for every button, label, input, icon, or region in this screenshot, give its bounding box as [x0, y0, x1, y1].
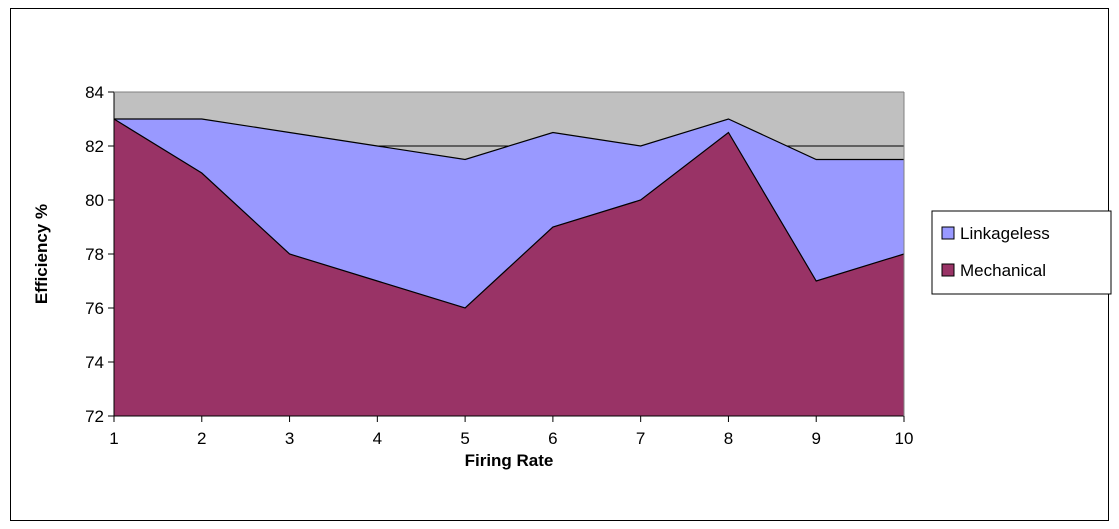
legend: Linkageless Mechanical: [931, 210, 1112, 295]
legend-label: Mechanical: [960, 261, 1046, 280]
legend-box: [931, 210, 1112, 295]
x-tick-label: 7: [636, 429, 645, 448]
y-tick-labels: 72 74 76 78 80 82 84: [85, 83, 104, 426]
x-tick-labels: 1 2 3 4 5 6 7 8 9 10: [109, 429, 913, 448]
legend-items: Linkageless Mechanical: [941, 224, 1050, 280]
x-tick-label: 8: [724, 429, 733, 448]
y-tick-label: 82: [85, 137, 104, 156]
y-tick-label: 80: [85, 191, 104, 210]
series-line-linkageless: [114, 118, 904, 161]
axes: [108, 91, 905, 422]
x-tick-label: 10: [895, 429, 914, 448]
x-tick-label: 6: [548, 429, 557, 448]
x-axis-title: Firing Rate: [465, 451, 554, 470]
y-tick-label: 84: [85, 83, 104, 102]
x-tick-label: 5: [460, 429, 469, 448]
legend-swatch: [941, 263, 955, 277]
y-axis-title: Efficiency %: [32, 204, 51, 304]
y-tick-label: 78: [85, 245, 104, 264]
series-line-mechanical: [113, 118, 905, 309]
x-tick-label: 4: [373, 429, 382, 448]
x-tick-label: 1: [109, 429, 118, 448]
legend-swatch: [941, 226, 955, 240]
x-tick-label: 2: [197, 429, 206, 448]
y-tick-label: 72: [85, 407, 104, 426]
y-tick-label: 74: [85, 353, 104, 372]
x-tick-label: 3: [285, 429, 294, 448]
y-tick-label: 76: [85, 299, 104, 318]
x-tick-label: 9: [811, 429, 820, 448]
area-mechanical: [114, 119, 904, 416]
series-layer: [113, 118, 905, 416]
legend-label: Linkageless: [960, 224, 1050, 243]
